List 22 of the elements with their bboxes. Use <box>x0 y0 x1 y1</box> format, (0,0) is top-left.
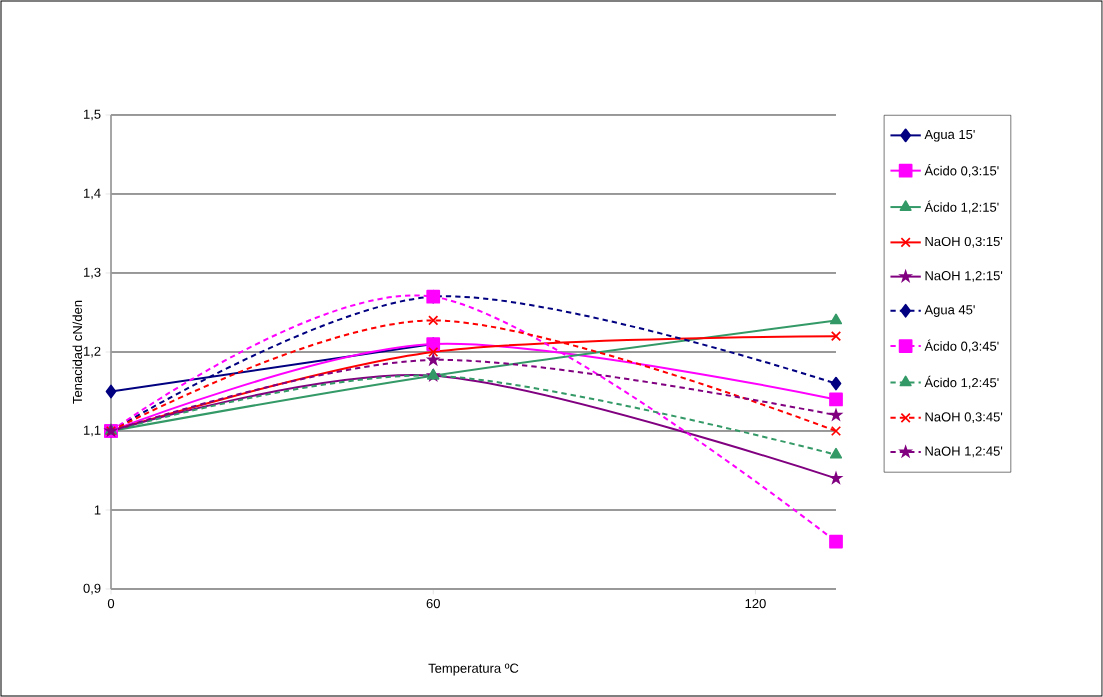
y-tick-label: 1,2 <box>83 346 101 358</box>
x-tick-label: 60 <box>426 598 440 609</box>
legend-label: Ácido 1,2:45' <box>924 375 999 389</box>
y-tick-label: 1 <box>94 505 101 515</box>
y-tick-label: 0,9 <box>83 583 101 595</box>
y-tick-label: 1,4 <box>83 188 101 200</box>
legend-label: Ácido 0,3:15' <box>924 164 999 177</box>
x-tick-label: 0 <box>107 598 115 609</box>
legend-label: NaOH 1,2:45' <box>925 446 1003 458</box>
legend-label: Agua 15' <box>924 129 975 142</box>
x-tick-label: 120 <box>745 598 766 609</box>
legend-label: NaOH 0,3:15' <box>925 236 1003 248</box>
y-tick-label: 1,1 <box>83 425 101 437</box>
y-tick-label: 1,3 <box>83 267 101 279</box>
legend-label: Ácido 0,3:45' <box>924 339 999 353</box>
legend-label: NaOH 1,2:15' <box>925 271 1003 282</box>
y-axis-title: Tenacidad cN/den <box>72 300 83 404</box>
y-tick-label: 1,5 <box>83 109 101 121</box>
x-axis-title: Temperatura ºC <box>428 663 519 676</box>
legend-label: Agua 45' <box>924 305 975 317</box>
legend-label: Ácido 1,2:15' <box>924 200 999 214</box>
legend-label: NaOH 0,3:45' <box>925 412 1003 424</box>
